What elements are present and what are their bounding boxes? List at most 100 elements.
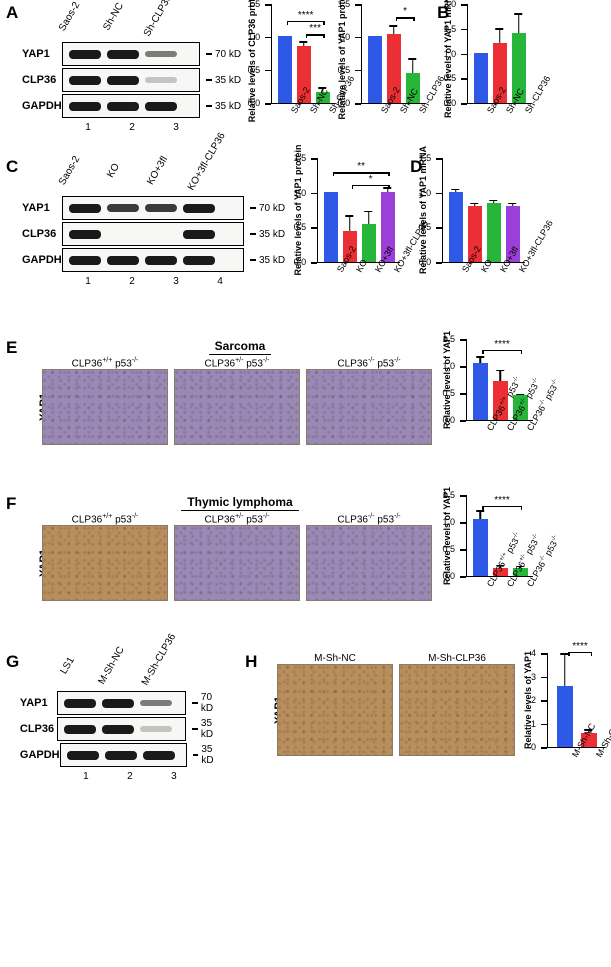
wb-mw-label: 70 kD [192,692,225,714]
chart-xlabel: M-Sh-NC [570,754,579,759]
wb-mw-label: 35 kD [250,229,285,240]
chart-tick-label: 0.0 [444,98,457,108]
chart-xlabel: Sh-NC [504,110,513,115]
panel-label-e: E [6,339,22,356]
chart-f: Relative levels of YAP10.00.51.01.5****C… [466,495,533,635]
chart-tick-label: 1.0 [338,32,351,42]
panel-c-wb: Saos-2 KO KO+3fl KO+3fl-CLP36 YAP170 kDC… [22,158,285,287]
chart-tick-label: 1.5 [442,490,455,500]
wb-band [69,204,101,213]
row-cd: C Saos-2 KO KO+3fl KO+3fl-CLP36 YAP170 k… [6,158,605,321]
chart-xlabel: Sh-NC [398,110,407,115]
lane-num: 2 [110,276,154,287]
chart-xlabel: Saos-2 [460,269,469,274]
chart-xlabel: Sh-CLP36 [417,110,426,115]
wb-band [69,230,101,239]
lane-num: 3 [152,771,196,782]
wb-gel [57,717,186,741]
chart-tick-label: 0 [531,742,536,752]
chart-sig-bracket [482,506,522,508]
chart-xlabel: Saos-2 [485,110,494,115]
chart-sig-bracket [306,34,325,36]
wb-row-yap1: YAP170 kD [20,691,225,715]
panel-label-h: H [245,653,259,670]
chart-tick-label: 1.5 [444,24,457,34]
chart-bar [474,53,488,103]
lane-label: Sh-NC [98,0,132,40]
ihc-genotype-label: M-Sh-NC [277,653,393,664]
chart-sig-bracket [396,17,415,19]
chart-tick-label: 1.0 [248,32,261,42]
chart-tick-label: 3 [531,672,536,682]
ihc-image [42,525,168,601]
chart-tick-label: 1.5 [442,334,455,344]
wb-band [69,102,101,111]
wb-band [145,256,177,265]
chart-tick-label: 0.5 [248,65,261,75]
wb-gel [62,248,244,272]
chart-xlabel: Sh-CLP36 [523,110,532,115]
chart-sig-bracket [352,185,390,187]
ihc-image [306,525,432,601]
chart-xlabel: Saos-2 [289,110,298,115]
chart-xlabel: CLP36-/- p53-/- [524,427,533,432]
chart-sig-bracket [482,350,522,352]
lane-num: 1 [66,276,110,287]
ihc-image [277,664,393,756]
lane-num: 4 [198,276,242,287]
chart-tick-label: 1.0 [294,188,307,198]
chart-tick-label: 0.0 [248,98,261,108]
wb-row-yap1: YAP170 kD [22,196,285,220]
chart-tick-label: 1.0 [419,188,432,198]
wb-mw-label: 35 kD [206,101,241,112]
chart-xlabel: Saos-2 [379,110,388,115]
ihc-image [174,369,300,445]
wb-protein-label: GAPDH [20,749,60,761]
lane-label: KO+3fl [142,149,176,194]
panel-h-ihc: M-Sh-NCM-Sh-CLP36YAP1 [261,653,521,756]
chart-xlabel: KO+3fl [373,269,382,274]
wb-row-clp36: CLP3635 kD [22,68,241,92]
chart-bar [487,203,501,262]
wb-row-gapdh: GAPDH35 kD [20,743,225,767]
wb-band [102,725,134,734]
chart-tick-label: 0.5 [442,544,455,554]
wb-gel [60,743,187,767]
panel-e-ihc: SarcomaCLP36+/+ p53-/-CLP36+/- p53-/-CLP… [26,339,438,445]
wb-band [143,751,175,760]
wb-protein-label: CLP36 [22,228,62,240]
wb-c-lane-nums: 1 2 3 4 [66,276,285,287]
chart-bar [278,36,292,103]
wb-mw-label: 35 kD [192,718,225,740]
wb-band [107,230,139,239]
chart-tick-label: 1.5 [338,0,351,9]
wb-band [67,751,99,760]
lane-label: Saos-2 [54,0,88,40]
wb-band [183,204,215,213]
lane-num: 1 [66,122,110,133]
lane-num: 2 [110,122,154,133]
wb-gel [62,42,200,66]
wb-protein-label: CLP36 [22,74,62,86]
wb-band [107,50,139,59]
chart-tick-label: 1.0 [442,517,455,527]
wb-row-gapdh: GAPDH35 kD [22,94,241,118]
chart-c: Relative levels of YAP1 protein0.00.51.0… [317,158,400,321]
wb-band [107,204,139,212]
wb-band [140,700,172,706]
chart-xlabel: KO+3fl [498,269,507,274]
ihc-genotype-label: CLP36+/+ p53-/- [42,513,168,525]
chart-e: Relative levels of YAP10.00.51.01.5****C… [466,339,533,479]
lane-label: KO [98,149,132,194]
chart-tick-label: 4 [531,648,536,658]
wb-g-lane-nums: 1 2 3 [64,771,225,782]
chart-bar [473,363,488,420]
wb-band [69,76,101,85]
chart-xlabel: KO+3fl-CLP36 [392,269,401,274]
chart-sig-label: *** [309,23,321,34]
lane-label: M-Sh-CLP36 [140,644,174,689]
wb-protein-label: CLP36 [20,723,57,735]
wb-band [107,102,139,111]
chart-sig-label: ** [357,161,365,172]
lane-num: 1 [64,771,108,782]
